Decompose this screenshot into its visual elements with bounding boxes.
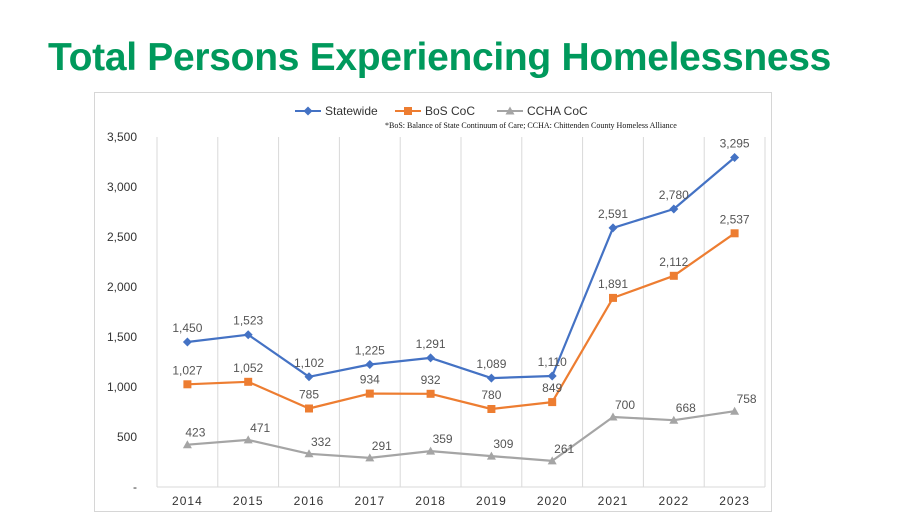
y-tick-label: 2,000 [107,280,137,294]
data-point-statewide [182,337,192,347]
series-line-statewide [187,156,736,380]
legend-marker-statewide [303,106,313,116]
data-label-bos-coc: 849 [542,381,562,395]
line-chart: - 500 1,000 1,500 2,000 2,500 3,000 3,500 2014 20… [107,104,766,508]
data-label-statewide: 1,450 [172,321,202,335]
series [182,153,740,465]
data-point-ccha-coc [486,451,496,460]
x-tick-label: 2016 [294,494,325,508]
y-tick-label: 3,000 [107,180,137,194]
data-point-statewide [243,330,253,340]
y-tick-label: 3,500 [107,130,137,144]
legend-marker-ccha-coc [505,106,515,115]
data-label-ccha-coc: 359 [433,432,453,446]
data-label-ccha-coc: 471 [250,421,270,435]
chart-frame: - 500 1,000 1,500 2,000 2,500 3,000 3,500 2014 20… [94,92,772,512]
y-tick-label: 1,500 [107,330,137,344]
data-label-statewide: 2,780 [659,188,689,202]
data-point-bos-coc [305,404,313,413]
data-label-statewide: 1,291 [416,337,446,351]
x-tick-label: 2018 [415,494,446,508]
data-label-ccha-coc: 700 [615,398,635,412]
data-point-bos-coc [426,389,435,398]
y-tick-label: 500 [117,430,137,444]
data-label-statewide: 1,089 [476,357,506,371]
series-line-bos-coc [187,232,736,411]
data-point-statewide [608,223,618,233]
data-point-statewide [365,360,375,369]
data-label-ccha-coc: 423 [185,426,205,440]
data-label-statewide: 2,591 [598,207,628,221]
x-tick-label: 2020 [537,494,568,508]
data-point-ccha-coc [243,435,253,444]
data-label-ccha-coc: 309 [493,437,513,451]
data-label-bos-coc: 780 [481,388,501,402]
series-line-ccha-coc [187,410,735,462]
data-label-ccha-coc: 332 [311,435,331,449]
data-point-bos-coc [609,293,617,302]
data-point-bos-coc [730,229,739,238]
data-point-ccha-coc [669,415,679,424]
data-label-bos-coc: 1,891 [598,277,628,291]
data-label-bos-coc: 2,537 [720,212,750,226]
data-point-ccha-coc [426,446,436,455]
axes: - 500 1,000 1,500 2,000 2,500 3,000 3,500 2014 20… [107,130,765,508]
legend-marker-bos-coc [404,107,412,115]
data-point-statewide [547,371,557,381]
data-label-bos-coc: 934 [360,373,380,387]
data-label-ccha-coc: 261 [554,442,574,456]
x-tick-label: 2019 [476,494,507,508]
data-label-statewide: 1,102 [294,356,324,370]
data-label-bos-coc: 785 [299,388,319,402]
data-label-statewide: 1,523 [233,314,263,328]
data-labels: 1,450 1,523 1,102 1,225 1,291 1,089 1,110 2,591… [172,137,757,456]
legend-entry-bos-coc: BoS CoC [425,104,475,118]
data-label-bos-coc: 1,052 [233,361,263,375]
x-tick-label: 2022 [658,494,689,508]
data-point-statewide [304,372,314,382]
gridlines [156,137,766,487]
legend-entry-ccha-coc: CCHA CoC [527,104,588,118]
x-tick-label: 2017 [354,494,385,508]
x-tick-label: 2021 [598,494,629,508]
data-point-bos-coc [183,380,192,389]
data-label-bos-coc: 932 [421,373,441,387]
data-point-ccha-coc [365,453,375,462]
data-label-ccha-coc: 291 [372,439,392,453]
data-point-bos-coc [669,271,678,280]
data-label-ccha-coc: 668 [676,401,696,415]
data-label-statewide: 1,225 [355,344,385,358]
data-point-statewide [669,204,679,214]
y-tick-label: 1,000 [107,380,137,394]
legend-entry-statewide: Statewide [325,104,378,118]
y-tick-label: 2,500 [107,230,137,244]
data-point-ccha-coc [608,412,618,421]
data-label-statewide: 1,110 [538,355,567,369]
data-point-statewide [730,153,740,162]
chart-annotation: *BoS: Balance of State Continuum of Care… [385,121,677,130]
data-point-statewide [426,353,436,363]
data-label-bos-coc: 1,027 [172,363,202,377]
data-point-ccha-coc [730,406,740,415]
data-point-statewide [486,373,496,383]
data-point-bos-coc [365,389,374,398]
data-label-ccha-coc: 758 [737,392,757,406]
x-tick-label: 2015 [233,494,264,508]
data-point-bos-coc [548,398,557,407]
data-point-bos-coc [244,377,253,386]
x-tick-label: 2023 [719,494,750,508]
legend: Statewide BoS CoC CCHA CoC [295,104,588,118]
data-point-ccha-coc [182,440,192,449]
data-label-statewide: 3,295 [720,137,750,151]
x-tick-label: 2014 [172,494,203,508]
data-point-bos-coc [487,405,496,413]
y-tick-label: - [133,480,137,494]
page-title: Total Persons Experiencing Homelessness [48,36,832,79]
data-point-ccha-coc [304,449,314,458]
data-point-ccha-coc [547,456,557,465]
data-label-bos-coc: 2,112 [659,255,688,269]
